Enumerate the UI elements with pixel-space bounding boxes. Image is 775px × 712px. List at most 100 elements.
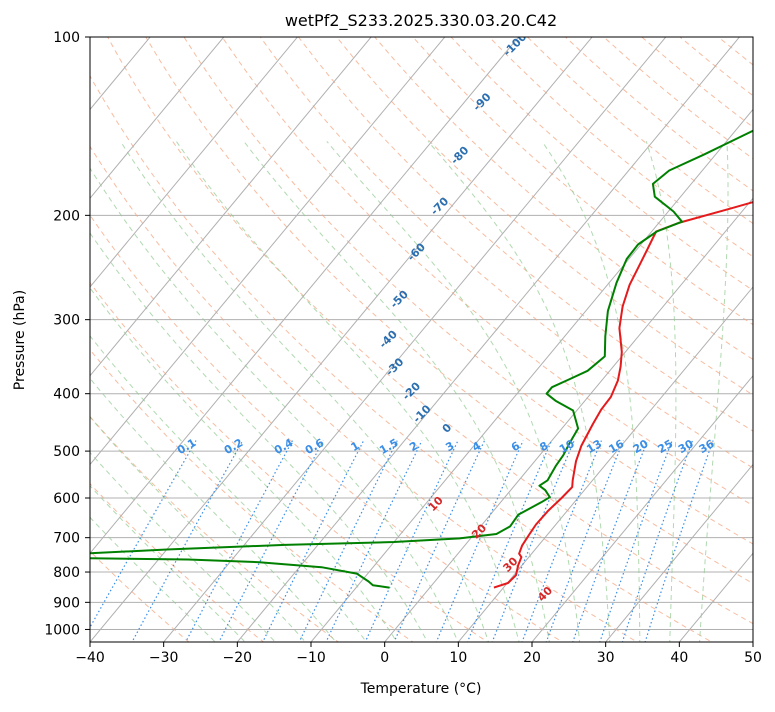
- sounding-series: [13, 37, 775, 588]
- dry-adiabat: [686, 10, 775, 654]
- dry-adiabat: [316, 10, 775, 654]
- dry-adiabat: [353, 10, 775, 654]
- isotherm-label: -100: [501, 30, 530, 59]
- dewpoint-line: [13, 37, 775, 588]
- isotherm-line: [227, 10, 762, 654]
- dry-adiabat: [0, 10, 203, 654]
- isotherm-line: [743, 10, 775, 654]
- isotherm-line: [0, 10, 394, 654]
- mixing-ratio-label: 4: [470, 439, 483, 454]
- mixing-ratio-label: 1: [349, 439, 362, 454]
- x-tick-label: −30: [149, 650, 179, 666]
- moist-adiabat: [0, 141, 345, 654]
- x-tick-label: −10: [296, 650, 326, 666]
- isotherm-line: [80, 10, 615, 654]
- mixing-ratio-line: [569, 441, 648, 654]
- x-tick-label: 10: [449, 650, 467, 666]
- isotherm-label: 0: [440, 421, 455, 436]
- mixing-ratio-label: 0.2: [222, 436, 245, 457]
- chart-title: wetPf2_S233.2025.330.03.20.C42: [285, 11, 557, 31]
- mixing-ratio-line: [518, 441, 602, 654]
- mixing-ratio-label: 13: [584, 437, 604, 456]
- y-tick-label: 800: [53, 565, 80, 581]
- moist-adiabat: [542, 141, 640, 654]
- isotherm-label: -40: [377, 327, 400, 350]
- x-tick-label: 0: [380, 650, 389, 666]
- y-tick-label: 200: [53, 208, 80, 224]
- mixing-ratio-lines: [75, 441, 713, 654]
- mixing-ratio-label: 0.4: [272, 436, 296, 457]
- mixing-ratio-label: 1.5: [377, 436, 400, 457]
- mixing-ratio-label: 0.1: [175, 436, 198, 457]
- isotherm-label: -90: [470, 90, 493, 113]
- y-axis-label: Pressure (hPa): [12, 290, 28, 390]
- mixing-ratio-label: 30: [676, 437, 696, 456]
- isotherm-line: [596, 10, 775, 654]
- mixing-ratio-line: [619, 441, 693, 654]
- mixing-ratio-line: [389, 441, 485, 654]
- dry-adiabat: [760, 10, 775, 654]
- y-tick-label: 100: [53, 30, 80, 46]
- mixing-ratio-label: 0.6: [303, 436, 327, 457]
- dry-adiabat: [612, 10, 775, 654]
- moist-adiabat: [428, 141, 611, 654]
- y-tick-label: 400: [53, 387, 80, 403]
- x-tick-label: −20: [223, 650, 253, 666]
- isotherm-label: -70: [428, 195, 451, 218]
- dry-adiabat: [0, 10, 506, 654]
- mixing-ratio-line: [432, 441, 524, 654]
- isotherm-label: -30: [383, 355, 406, 378]
- y-tick-label: 900: [53, 595, 80, 611]
- isotherm-line: [522, 10, 775, 654]
- dry-adiabat: [0, 10, 279, 654]
- moist-adiabats: [0, 141, 728, 654]
- mixing-ratio-label: 6: [509, 439, 522, 454]
- y-tick-label: 1000: [44, 622, 80, 638]
- moist-adiabat: [0, 141, 316, 654]
- moist-adiabat: [699, 141, 728, 654]
- dry-adiabat: [205, 10, 775, 654]
- moist-adiabat: [244, 141, 552, 654]
- dry-adiabat: [538, 10, 775, 654]
- moist-adiabat: [0, 141, 286, 654]
- moist-adiabat: [0, 141, 227, 654]
- dry-adiabat: [20, 10, 658, 654]
- plot-frame: [90, 37, 753, 642]
- isotherm-line: [301, 10, 775, 654]
- x-tick-label: −40: [75, 650, 105, 666]
- mixing-ratio-line: [360, 441, 458, 654]
- x-tick-label: 20: [523, 650, 541, 666]
- x-tick-label: 40: [670, 650, 688, 666]
- isotherm-line: [0, 10, 246, 654]
- y-tick-label: 300: [53, 313, 80, 329]
- dry-adiabat-label: 10: [426, 494, 446, 514]
- dry-adiabat: [131, 10, 775, 654]
- moist-adiabat: [0, 141, 257, 654]
- y-tick-label: 700: [53, 531, 80, 547]
- mixing-ratio-line: [294, 441, 398, 654]
- mixing-ratio-label: 10: [557, 437, 577, 456]
- mixing-ratio-line: [463, 441, 552, 654]
- isotherm-label: -50: [388, 288, 411, 311]
- x-axis-label: Temperature (°C): [360, 681, 482, 697]
- isotherm-line: [669, 10, 775, 654]
- dry-adiabat: [0, 10, 355, 654]
- dry-adiabat: [390, 10, 775, 654]
- isotherm-line: [6, 10, 541, 654]
- x-tick-label: 50: [744, 650, 762, 666]
- mixing-ratio-line: [75, 441, 196, 654]
- mixing-ratio-line: [321, 441, 422, 654]
- isotherm-label: -60: [405, 240, 428, 263]
- isotherm-line: [375, 10, 775, 654]
- isotherm-label: -20: [400, 379, 423, 402]
- mixing-ratio-label: 16: [606, 437, 626, 456]
- mixing-ratio-label: 3: [443, 439, 456, 454]
- dry-adiabat: [279, 10, 775, 654]
- isotherm-label: -80: [448, 144, 471, 167]
- mixing-ratio-label: 25: [655, 437, 675, 456]
- mixing-ratio-line: [257, 441, 364, 654]
- y-tick-label: 500: [53, 444, 80, 460]
- x-tick-label: 30: [597, 650, 615, 666]
- isotherm-line: [154, 10, 689, 654]
